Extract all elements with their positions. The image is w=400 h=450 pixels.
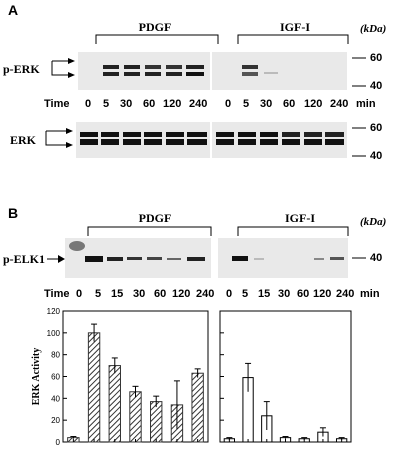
group-bracket-pdgf bbox=[95, 34, 219, 44]
perk-bands-pdgf bbox=[103, 65, 204, 76]
panel-a-label: A bbox=[8, 2, 19, 18]
kda-label-a: (kDa) bbox=[360, 23, 387, 35]
perk-blot-igf bbox=[212, 52, 347, 90]
time-value-a-igf-5: 240 bbox=[330, 98, 349, 110]
pelk1-label: p-ELK1 bbox=[3, 252, 46, 266]
time-value-b-pdgf-3: 30 bbox=[133, 288, 146, 300]
marker-ticks-a1 bbox=[352, 57, 366, 87]
y-tick-label: 40 bbox=[51, 394, 60, 403]
y-tick-label: 100 bbox=[47, 329, 61, 338]
bar bbox=[108, 365, 121, 443]
time-value-b-pdgf-1: 5 bbox=[95, 288, 102, 300]
marker-60-a1: 60 bbox=[370, 52, 383, 64]
erk-bands-igf bbox=[216, 132, 344, 145]
pelk1-blot-pdgf bbox=[65, 238, 211, 278]
bar bbox=[150, 401, 163, 443]
time-value-a-igf-4: 120 bbox=[304, 98, 323, 110]
marker-40-a2: 40 bbox=[370, 150, 383, 162]
time-value-a-igf-2: 30 bbox=[260, 98, 273, 110]
y-tick-label: 80 bbox=[51, 351, 60, 360]
group-bracket-igf-b bbox=[237, 226, 349, 236]
marker-60-a2: 60 bbox=[370, 122, 383, 134]
group-label-igf: IGF-I bbox=[280, 20, 310, 34]
time-value-a-pdgf-5: 240 bbox=[189, 98, 208, 110]
min-label-b: min bbox=[360, 288, 380, 300]
time-value-b-pdgf-5: 120 bbox=[172, 288, 191, 300]
group-bracket-pdgf-b bbox=[87, 226, 212, 236]
group-label-pdgf: PDGF bbox=[138, 20, 172, 34]
bar bbox=[191, 372, 204, 443]
chart-pdgf: 0 20 40 60 80 100 120 ERK Activity bbox=[31, 307, 209, 447]
y-axis-label: ERK Activity bbox=[31, 348, 42, 406]
chart-igf bbox=[219, 310, 352, 443]
bar bbox=[87, 332, 101, 443]
erk-label: ERK bbox=[10, 133, 37, 147]
group-label-igf-b: IGF-I bbox=[285, 211, 315, 225]
perk-label: p-ERK bbox=[3, 62, 40, 76]
perk-bracket-arrows bbox=[51, 58, 75, 78]
y-tick-label: 60 bbox=[51, 373, 60, 382]
erk-activity-chart: 0 20 40 60 80 100 120 ERK Activity bbox=[31, 307, 352, 447]
group-label-pdgf-b: PDGF bbox=[138, 211, 172, 225]
marker-40-b: 40 bbox=[370, 252, 383, 264]
time-value-b-igf-3: 30 bbox=[278, 288, 291, 300]
time-value-b-igf-5: 120 bbox=[313, 288, 332, 300]
bar bbox=[129, 391, 142, 443]
time-label-a: Time bbox=[44, 98, 70, 110]
erk-blot-pdgf bbox=[76, 122, 210, 158]
pelk1-bands-pdgf bbox=[69, 241, 205, 262]
time-value-a-igf-3: 60 bbox=[283, 98, 296, 110]
time-value-a-pdgf-2: 30 bbox=[120, 98, 133, 110]
time-value-a-pdgf-1: 5 bbox=[103, 98, 110, 110]
time-value-a-igf-1: 5 bbox=[243, 98, 250, 110]
perk-bands-igf bbox=[242, 65, 278, 76]
time-label-b: Time bbox=[44, 288, 70, 300]
time-value-b-pdgf-6: 240 bbox=[196, 288, 215, 300]
time-value-a-igf-0: 0 bbox=[225, 98, 232, 110]
y-tick-label: 120 bbox=[47, 307, 61, 316]
pelk1-bands-igf bbox=[232, 256, 344, 261]
y-tick-label: 20 bbox=[51, 416, 60, 425]
time-value-b-igf-6: 240 bbox=[336, 288, 355, 300]
erk-bracket-arrows bbox=[45, 128, 73, 148]
time-value-a-pdgf-0: 0 bbox=[85, 98, 92, 110]
pelk1-arrow bbox=[47, 255, 65, 263]
group-bracket-igf bbox=[237, 34, 349, 44]
time-value-a-pdgf-4: 120 bbox=[163, 98, 182, 110]
erk-bands-pdgf bbox=[80, 132, 207, 145]
time-value-b-igf-0: 0 bbox=[226, 288, 233, 300]
time-value-b-pdgf-2: 15 bbox=[111, 288, 124, 300]
panel-b-label: B bbox=[8, 205, 19, 221]
time-value-b-igf-1: 5 bbox=[242, 288, 249, 300]
min-label-a: min bbox=[356, 98, 376, 110]
kda-label-b: (kDa) bbox=[360, 216, 387, 228]
erk-blot-igf bbox=[212, 122, 347, 158]
time-value-b-pdgf-4: 60 bbox=[154, 288, 167, 300]
time-value-b-igf-4: 60 bbox=[297, 288, 310, 300]
time-value-a-pdgf-3: 60 bbox=[143, 98, 156, 110]
perk-blot-pdgf bbox=[78, 52, 210, 90]
y-tick-label: 0 bbox=[56, 438, 61, 447]
chart-frame bbox=[219, 310, 352, 443]
pelk1-blot-igf bbox=[218, 238, 348, 278]
time-value-b-pdgf-0: 0 bbox=[76, 288, 83, 300]
marker-ticks-a2 bbox=[352, 127, 366, 157]
time-value-b-igf-2: 15 bbox=[258, 288, 271, 300]
marker-40-a1: 40 bbox=[370, 80, 383, 92]
marker-tick-b bbox=[352, 257, 366, 259]
